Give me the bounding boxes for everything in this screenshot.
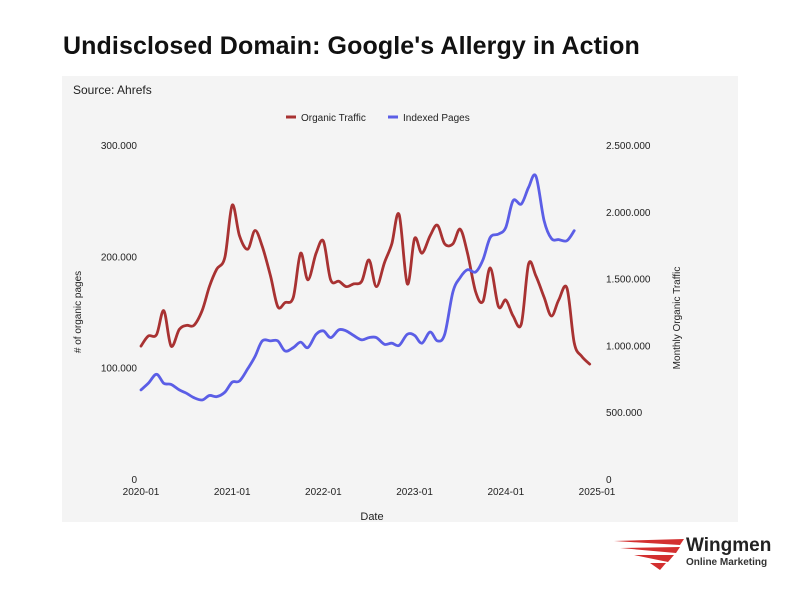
legend: Organic Traffic Indexed Pages bbox=[286, 113, 470, 124]
indexed-pages-line bbox=[139, 173, 576, 402]
page-title: Undisclosed Domain: Google's Allergy in … bbox=[63, 32, 640, 60]
x-tick-label: 2022-01 bbox=[305, 487, 342, 498]
x-tick-label: 2025-01 bbox=[579, 487, 616, 498]
y-right-tick-label: 1.500.000 bbox=[606, 275, 651, 286]
x-axis: 2020-01 2021-01 2022-01 2023-01 2024-01 2025-… bbox=[123, 487, 616, 498]
y-right-axis: 0 500.000 1.000.000 1.500.000 2.000.000 2.500… bbox=[606, 141, 651, 486]
x-tick-label: 2020-01 bbox=[123, 487, 160, 498]
y-right-tick-label: 0 bbox=[606, 475, 612, 486]
y-right-tick-label: 2.000.000 bbox=[606, 208, 651, 219]
indexed-pages-legend-label: Indexed Pages bbox=[403, 113, 470, 124]
logo-tagline: Online Marketing bbox=[686, 557, 768, 568]
organic-traffic-line bbox=[139, 203, 592, 366]
organic-traffic-legend-label: Organic Traffic bbox=[301, 113, 366, 124]
y-left-tick-label: 0 bbox=[131, 475, 137, 486]
x-tick-label: 2021-01 bbox=[214, 487, 251, 498]
y-left-axis-label: # of organic pages bbox=[73, 271, 84, 353]
y-right-tick-label: 2.500.000 bbox=[606, 141, 651, 152]
logo-name: Wingmen bbox=[686, 535, 772, 556]
y-right-axis-label: Monthly Organic Traffic bbox=[672, 267, 683, 370]
y-left-axis: 0 100.000 200.000 300.000 bbox=[101, 141, 138, 486]
x-tick-label: 2024-01 bbox=[487, 487, 524, 498]
y-left-tick-label: 200.000 bbox=[101, 252, 138, 263]
y-left-tick-label: 300.000 bbox=[101, 141, 138, 152]
source-note: Source: Ahrefs bbox=[73, 83, 152, 97]
wingmen-logo-icon bbox=[614, 539, 684, 570]
x-axis-label: Date bbox=[360, 511, 383, 523]
y-left-tick-label: 100.000 bbox=[101, 364, 138, 375]
series-lines bbox=[139, 173, 592, 402]
chart-panel bbox=[62, 76, 738, 522]
x-tick-label: 2023-01 bbox=[396, 487, 433, 498]
y-right-tick-label: 1.000.000 bbox=[606, 341, 651, 352]
y-right-tick-label: 500.000 bbox=[606, 408, 643, 419]
